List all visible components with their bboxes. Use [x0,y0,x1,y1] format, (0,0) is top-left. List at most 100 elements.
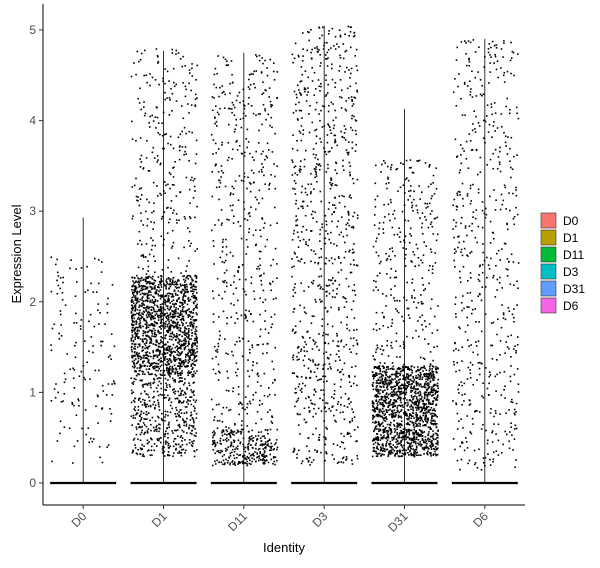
data-point [328,284,331,287]
data-point [166,441,169,444]
data-point [269,124,271,127]
data-point [73,322,75,324]
data-point [315,101,318,104]
data-point [406,405,408,407]
data-point [141,194,143,196]
data-point [231,111,233,114]
data-point [334,169,337,171]
data-point [146,299,148,301]
data-point [168,221,170,224]
data-point [325,410,327,413]
data-point [188,112,190,114]
data-point [188,426,190,429]
data-point [322,368,324,370]
data-point [191,342,194,344]
data-point [389,408,391,411]
data-point [427,434,429,437]
data-point [53,388,56,390]
data-point [166,97,168,99]
data-point [150,329,153,332]
data-point [133,343,136,346]
data-point [262,453,265,456]
data-point [176,413,179,415]
data-point [182,303,184,305]
data-point [169,218,171,220]
data-point [256,362,258,364]
data-point [419,425,421,427]
data-point [221,85,223,87]
data-point [417,408,420,411]
data-point [426,373,429,376]
data-point [168,322,170,325]
data-point [328,201,331,204]
data-point [372,388,375,391]
data-point [379,370,381,372]
data-point [153,282,155,284]
data-point [222,172,225,174]
data-point [152,382,154,385]
data-point [230,444,233,446]
data-point [429,444,431,447]
data-point [347,431,349,434]
data-point [326,65,329,67]
data-point [146,297,149,299]
data-point [134,336,136,339]
data-point [194,216,196,219]
data-point [347,214,350,216]
data-point [347,285,350,288]
data-point [216,450,218,453]
data-point [384,395,386,397]
data-point [156,348,158,351]
data-point [131,354,133,357]
data-point [170,296,173,298]
data-point [184,439,186,441]
data-point [214,463,217,465]
data-point [431,368,433,370]
data-point [293,180,296,182]
data-point [333,383,336,385]
data-point [154,260,156,262]
data-point [354,55,356,57]
data-point [294,253,296,255]
data-point [312,459,315,461]
data-point [141,347,144,349]
data-point [253,70,255,73]
data-point [405,438,407,441]
data-point [236,340,238,343]
data-point [166,352,169,354]
data-point [140,52,143,55]
data-point [340,262,342,264]
data-point [407,429,409,431]
data-point [342,165,344,167]
data-point [195,298,197,301]
data-point [428,411,430,413]
data-point [393,425,396,427]
data-point [310,230,313,232]
data-point [157,329,159,332]
data-point [168,314,170,316]
data-point [338,307,340,309]
data-point [191,325,194,328]
data-point [307,367,310,370]
data-point [161,315,163,317]
data-point [400,387,403,389]
data-point [261,171,263,173]
data-point [325,451,327,453]
data-point [186,291,188,293]
data-point [181,372,183,374]
data-point [315,166,317,168]
data-point [142,362,144,364]
data-point [339,79,342,81]
data-point [69,368,71,371]
data-point [157,366,159,368]
data-point [90,336,93,338]
data-point [143,278,145,281]
data-point [172,67,175,70]
data-point [181,105,183,107]
data-point [407,385,409,387]
data-point [133,381,135,383]
data-point [231,148,234,151]
data-point [213,433,216,436]
data-point [411,422,414,424]
data-point [177,452,179,454]
